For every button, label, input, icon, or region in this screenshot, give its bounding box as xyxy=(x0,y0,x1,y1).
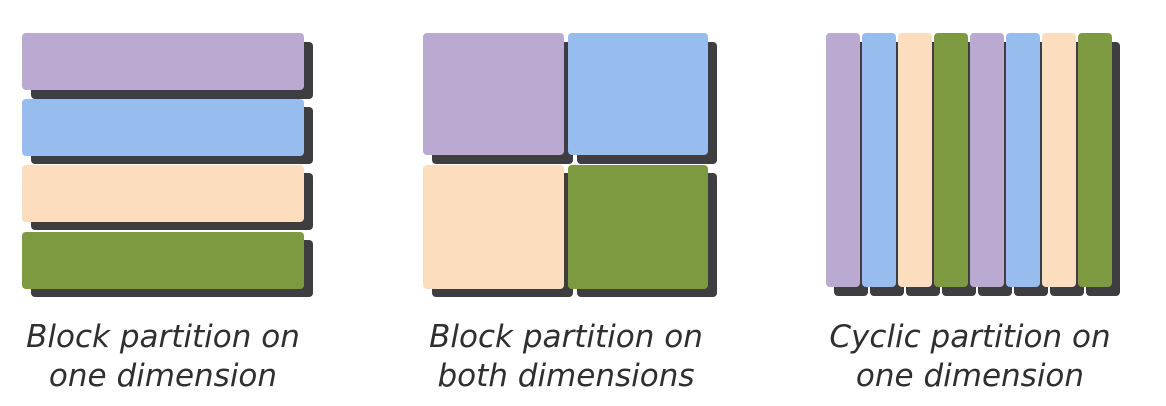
tile-blue xyxy=(568,33,708,155)
column-blue xyxy=(1006,33,1040,287)
caption-block-both-dimensions: Block partition on both dimensions xyxy=(386,318,746,396)
stripe-peach xyxy=(22,165,304,222)
caption-block-one-dimension: Block partition on one dimension xyxy=(0,318,343,396)
column-green xyxy=(934,33,968,287)
column-blue xyxy=(862,33,896,287)
caption-line-1: Cyclic partition on xyxy=(829,319,1111,355)
caption-line-2: one dimension xyxy=(48,358,278,394)
column-peach xyxy=(898,33,932,287)
tile-green xyxy=(568,165,708,289)
caption-line-1: Block partition on xyxy=(26,319,300,355)
caption-line-2: one dimension xyxy=(855,358,1085,394)
tile-purple xyxy=(423,33,564,155)
caption-line-2: both dimensions xyxy=(437,358,695,394)
stripe-blue xyxy=(22,99,304,156)
tile-peach xyxy=(423,165,564,289)
stripe-green xyxy=(22,232,304,289)
caption-cyclic-one-dimension: Cyclic partition on one dimension xyxy=(790,318,1150,396)
column-purple xyxy=(826,33,860,287)
column-purple xyxy=(970,33,1004,287)
caption-line-1: Block partition on xyxy=(429,319,703,355)
stripe-purple xyxy=(22,33,304,90)
column-peach xyxy=(1042,33,1076,287)
column-green xyxy=(1078,33,1112,287)
